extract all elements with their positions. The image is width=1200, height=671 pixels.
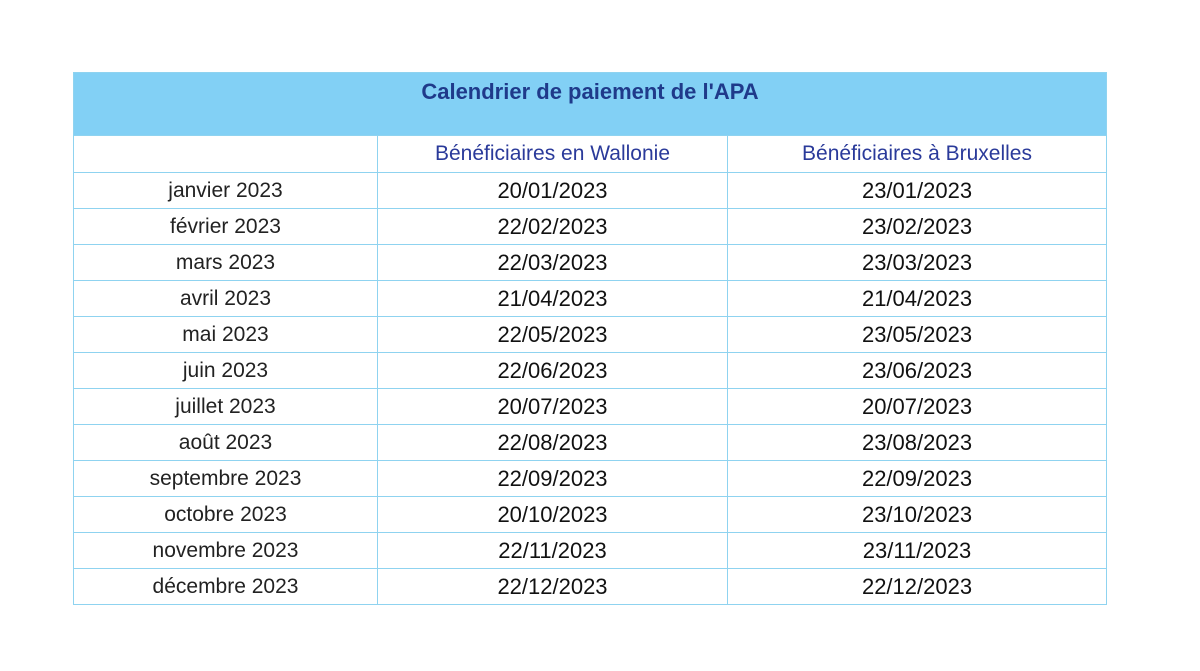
wallonie-date-cell: 22/08/2023 [377, 424, 728, 461]
bruxelles-date-cell: 23/01/2023 [726, 172, 1108, 209]
wallonie-date-cell: 22/12/2023 [377, 568, 728, 605]
title-row: Calendrier de paiement de l'APA [72, 72, 1108, 136]
month-cell: janvier 2023 [73, 172, 378, 209]
bruxelles-date-cell: 23/08/2023 [726, 424, 1108, 461]
month-cell: mai 2023 [73, 316, 378, 353]
table-row: août 2023 22/08/2023 23/08/2023 [73, 424, 1108, 461]
bruxelles-date-cell: 23/03/2023 [726, 244, 1108, 281]
wallonie-date-cell: 22/03/2023 [377, 244, 728, 281]
column-header-wallonie: Bénéficiaires en Wallonie [377, 135, 728, 173]
table-row: avril 2023 21/04/2023 21/04/2023 [73, 280, 1108, 317]
table-row: octobre 2023 20/10/2023 23/10/2023 [73, 496, 1108, 533]
month-cell: octobre 2023 [73, 496, 378, 533]
month-cell: septembre 2023 [73, 460, 378, 497]
month-cell: juin 2023 [73, 352, 378, 389]
bruxelles-date-cell: 23/05/2023 [726, 316, 1108, 353]
wallonie-date-cell: 20/10/2023 [377, 496, 728, 533]
table-row: novembre 2023 22/11/2023 23/11/2023 [73, 532, 1108, 569]
column-header-bruxelles: Bénéficiaires à Bruxelles [726, 135, 1108, 173]
table-row: mai 2023 22/05/2023 23/05/2023 [73, 316, 1108, 353]
wallonie-date-cell: 20/07/2023 [377, 388, 728, 425]
bruxelles-date-cell: 23/10/2023 [726, 496, 1108, 533]
month-cell: février 2023 [73, 208, 378, 245]
month-cell: mars 2023 [73, 244, 378, 281]
table-row: janvier 2023 20/01/2023 23/01/2023 [73, 172, 1108, 209]
table-row: juin 2023 22/06/2023 23/06/2023 [73, 352, 1108, 389]
month-cell: avril 2023 [73, 280, 378, 317]
column-header-month [73, 135, 378, 173]
month-cell: novembre 2023 [73, 532, 378, 569]
table-row: décembre 2023 22/12/2023 22/12/2023 [73, 568, 1108, 605]
wallonie-date-cell: 20/01/2023 [377, 172, 728, 209]
wallonie-date-cell: 22/02/2023 [377, 208, 728, 245]
table-row: septembre 2023 22/09/2023 22/09/2023 [73, 460, 1108, 497]
bruxelles-date-cell: 21/04/2023 [726, 280, 1108, 317]
bruxelles-date-cell: 23/11/2023 [726, 532, 1108, 569]
table-title: Calendrier de paiement de l'APA [72, 72, 1108, 136]
bruxelles-date-cell: 22/09/2023 [726, 460, 1108, 497]
table-row: février 2023 22/02/2023 23/02/2023 [73, 208, 1108, 245]
wallonie-date-cell: 22/05/2023 [377, 316, 728, 353]
table-row: juillet 2023 20/07/2023 20/07/2023 [73, 388, 1108, 425]
table-row: mars 2023 22/03/2023 23/03/2023 [73, 244, 1108, 281]
table-body: janvier 2023 20/01/2023 23/01/2023 février … [73, 172, 1108, 605]
bruxelles-date-cell: 23/02/2023 [726, 208, 1108, 245]
column-header-row: Bénéficiaires en Wallonie Bénéficiaires … [73, 135, 1108, 173]
month-cell: décembre 2023 [73, 568, 378, 605]
bruxelles-date-cell: 22/12/2023 [726, 568, 1108, 605]
bruxelles-date-cell: 20/07/2023 [726, 388, 1108, 425]
wallonie-date-cell: 21/04/2023 [377, 280, 728, 317]
bruxelles-date-cell: 23/06/2023 [726, 352, 1108, 389]
wallonie-date-cell: 22/09/2023 [377, 460, 728, 497]
month-cell: juillet 2023 [73, 388, 378, 425]
wallonie-date-cell: 22/11/2023 [377, 532, 728, 569]
payment-calendar-table: Calendrier de paiement de l'APA Bénéfici… [72, 72, 1108, 605]
wallonie-date-cell: 22/06/2023 [377, 352, 728, 389]
month-cell: août 2023 [73, 424, 378, 461]
